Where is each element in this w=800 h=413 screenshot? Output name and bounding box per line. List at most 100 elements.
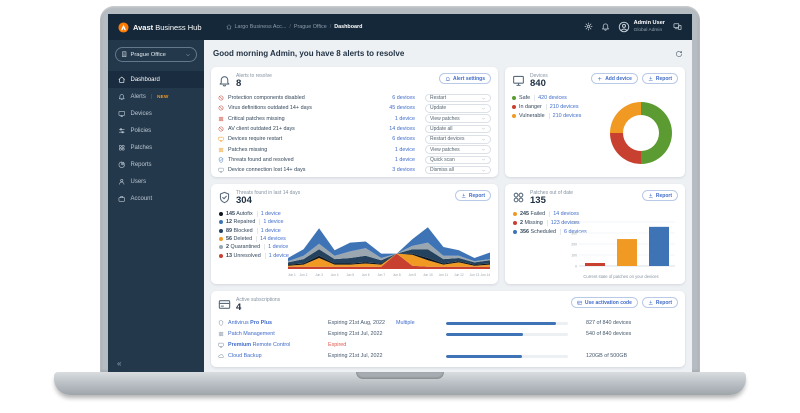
alert-action-label: Dismiss all (430, 167, 454, 174)
svg-text:400: 400 (571, 220, 577, 224)
alert-action-select[interactable]: View patches (425, 145, 491, 154)
legend-devices-link[interactable]: 1 device (264, 252, 289, 259)
alert-action-select[interactable]: Restart (425, 93, 491, 103)
devices-report-button[interactable]: Report (641, 73, 678, 84)
sidebar: Prague Office Dashboard Alerts | NEW Devices… (108, 40, 204, 372)
legend-devices-link[interactable]: 210 devices (548, 113, 581, 120)
legend-devices-link[interactable]: 14 devices (549, 211, 579, 218)
legend-devices-link[interactable]: 1 device (259, 219, 283, 226)
alert-action-select[interactable]: View patches (425, 114, 491, 123)
alerts-card-heading: Alerts to resolve 8 (236, 73, 272, 90)
alert-action-select[interactable]: Update all (425, 124, 491, 134)
legend-devices-link[interactable]: 123 devices (546, 220, 580, 227)
legend-dot (513, 221, 517, 226)
user-menu[interactable]: Admin User Global Admin (618, 20, 665, 33)
alert-devices-link[interactable]: 6 devices (392, 95, 415, 102)
refresh-icon[interactable] (675, 50, 683, 58)
threats-report-button[interactable]: Report (454, 190, 491, 201)
sidebar-item-devices[interactable]: Devices (108, 105, 204, 122)
home-icon (118, 76, 126, 84)
alert-devices-link[interactable]: 6 devices (392, 136, 415, 143)
alert-row: Critical patches missing 1 device View pat… (218, 114, 491, 124)
legend-devices-link[interactable]: 1 device (256, 211, 281, 218)
subscriptions-report-button[interactable]: Report (641, 297, 678, 308)
alert-action-select[interactable]: Quick scan (425, 155, 491, 165)
use-activation-code-button[interactable]: Use activation code (570, 297, 638, 308)
alert-devices-link[interactable]: 1 device (394, 146, 415, 153)
svg-text:Jun 12: Jun 12 (454, 273, 464, 277)
sidebar-item-users[interactable]: Users (108, 173, 204, 190)
legend-devices-link[interactable]: 1 device (264, 244, 288, 251)
add-device-button[interactable]: Add device (591, 73, 638, 84)
subscription-multiple-link[interactable]: Multiple (396, 320, 415, 327)
alert-label: Protection components disabled (228, 95, 305, 102)
alert-action-select[interactable]: Dismiss all (425, 165, 491, 175)
alert-action-label: Restart devices (430, 136, 465, 143)
svg-text:Jun 1: Jun 1 (288, 273, 296, 277)
alert-label: AV client outdated 21+ days (228, 125, 295, 132)
alert-settings-button[interactable]: Alert settings (439, 73, 491, 84)
patches-report-button[interactable]: Report (641, 190, 678, 201)
alert-label: Devices require restart (228, 136, 283, 143)
usage-bar-fill (446, 332, 523, 337)
legend-dot (512, 105, 516, 110)
gear-icon[interactable] (584, 22, 593, 31)
legend-devices-link[interactable]: 210 devices (545, 104, 579, 111)
topbar-actions: Admin User Global Admin (584, 20, 682, 33)
org-selector[interactable]: Prague Office (115, 47, 197, 62)
legend-dot (219, 245, 223, 250)
breadcrumb-site[interactable]: Prague Office (293, 24, 327, 30)
patches-count: 135 (530, 195, 546, 206)
card-title: Alerts to resolve (236, 73, 272, 79)
subscription-name[interactable]: Cloud Backup (228, 353, 262, 360)
legend-devices-link[interactable]: 420 devices (534, 95, 567, 102)
sidebar-collapse-button[interactable]: « (117, 359, 122, 368)
alert-action-select[interactable]: Update (425, 104, 491, 113)
chevron-down-icon (481, 157, 486, 162)
alert-action-select[interactable]: Restart devices (425, 134, 491, 144)
breadcrumb-account[interactable]: Largo Business Acc... (234, 24, 287, 30)
subscription-name[interactable]: Premium Remote Control (228, 342, 291, 349)
alert-devices-link[interactable]: 1 device (394, 156, 415, 163)
sidebar-item-dashboard[interactable]: Dashboard (108, 71, 204, 88)
sidebar-item-account[interactable]: Account (108, 190, 204, 207)
download-icon (461, 193, 467, 199)
dashboard-content: Good morning Admin, you have 8 alerts to… (204, 40, 692, 372)
subscriptions-card-heading: Active subscriptions 4 (236, 297, 280, 314)
sidebar-item-label: Policies (130, 127, 152, 134)
briefcase-icon (118, 195, 126, 203)
subscription-name[interactable]: Patch Management (228, 331, 275, 338)
alert-action-label: Update (430, 105, 447, 112)
user-info: Admin User Global Admin (634, 20, 665, 33)
svg-text:Jun 14: Jun 14 (480, 273, 490, 277)
legend-devices-link[interactable]: 6 devices (559, 229, 587, 236)
legend-label: 356 Scheduled (520, 229, 556, 236)
shield-check-icon (218, 157, 224, 163)
legend-dot (219, 220, 223, 225)
sidebar-item-patches[interactable]: Patches (108, 139, 204, 156)
cloud-icon (218, 353, 224, 359)
sidebar-item-policies[interactable]: Policies (108, 122, 204, 139)
patches-card-heading: Patches out of date 135 (530, 190, 573, 207)
download-icon (648, 76, 654, 82)
alert-devices-link[interactable]: 1 device (394, 115, 415, 122)
legend-devices-link[interactable]: 1 device (256, 227, 281, 234)
sidebar-item-reports[interactable]: Reports (108, 156, 204, 173)
avatar-icon (618, 21, 630, 33)
bell-icon[interactable] (601, 22, 610, 32)
sidebar-item-alerts[interactable]: Alerts | NEW (108, 88, 204, 105)
app-body: Prague Office Dashboard Alerts | NEW Devices… (108, 40, 692, 372)
alert-label: Virus definitions outdated 14+ days (228, 105, 312, 112)
patches-icon (512, 191, 525, 204)
subscription-name[interactable]: Antivirus Pro Plus (228, 320, 273, 327)
ban-icon (218, 95, 224, 101)
home-icon (226, 24, 232, 30)
alert-devices-link[interactable]: 14 devices (389, 125, 415, 132)
device-switcher-icon[interactable] (673, 22, 682, 31)
legend-devices-link[interactable]: 14 devices (256, 235, 286, 242)
alert-devices-link[interactable]: 3 devices (392, 167, 415, 174)
alert-devices-link[interactable]: 45 devices (389, 105, 415, 112)
patches-legend: 245 Failed 14 devices 2 Missing 123 devices… (513, 210, 587, 237)
card-title: Threats found in last 14 days (236, 190, 301, 196)
breadcrumb-current: Dashboard (334, 24, 363, 30)
